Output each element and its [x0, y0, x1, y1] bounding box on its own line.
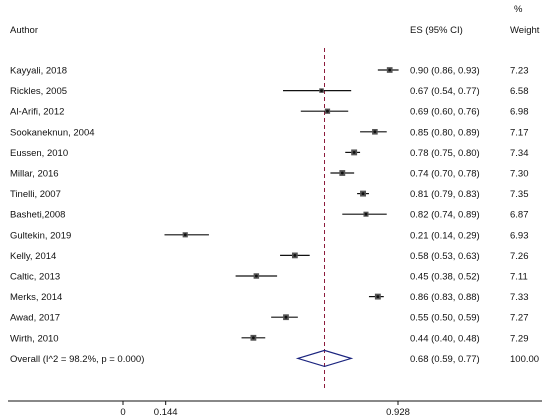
- study-weight: 7.27: [510, 313, 529, 324]
- study-es-ci: 0.55 (0.50, 0.59): [410, 313, 480, 324]
- study-weight: 6.98: [510, 107, 529, 118]
- study-author: Al-Arifi, 2012: [10, 107, 64, 118]
- point-estimate: [388, 68, 392, 72]
- overall-label: Overall (I^2 = 98.2%, p = 0.000): [10, 354, 144, 365]
- study-row: Eussen, 2010 0.78 (0.75, 0.80) 7.34: [10, 148, 529, 159]
- study-author: Sookaneknun, 2004: [10, 127, 95, 138]
- study-es-ci: 0.82 (0.74, 0.89): [410, 210, 480, 221]
- study-row: Tinelli, 2007 0.81 (0.79, 0.83) 7.35: [10, 189, 529, 200]
- point-estimate: [340, 171, 344, 175]
- point-estimate: [251, 336, 255, 340]
- study-weight: 7.11: [510, 272, 528, 283]
- study-author: Merks, 2014: [10, 292, 62, 303]
- point-estimate: [376, 295, 380, 298]
- overall-weight: 100.00: [510, 354, 539, 365]
- study-es-ci: 0.74 (0.70, 0.78): [410, 169, 480, 180]
- study-row: Gultekin, 2019 0.21 (0.14, 0.29) 6.93: [10, 230, 529, 241]
- es-column-header: ES (95% CI): [410, 25, 463, 36]
- study-author: Awad, 2017: [10, 313, 60, 324]
- study-weight: 6.58: [510, 86, 529, 97]
- study-weight: 7.17: [510, 127, 529, 138]
- point-estimate: [293, 254, 297, 257]
- x-tick-label: 0.928: [386, 407, 410, 418]
- study-author: Eussen, 2010: [10, 148, 68, 159]
- study-weight: 6.87: [510, 210, 529, 221]
- study-author: Basheti,2008: [10, 210, 65, 221]
- study-es-ci: 0.45 (0.38, 0.52): [410, 272, 480, 283]
- study-author: Kelly, 2014: [10, 251, 56, 262]
- study-weight: 7.33: [510, 292, 529, 303]
- weight-header-percent: %: [514, 4, 523, 15]
- study-author: Rickles, 2005: [10, 86, 67, 97]
- point-estimate: [364, 212, 368, 216]
- study-row: Awad, 2017 0.55 (0.50, 0.59) 7.27: [10, 313, 529, 324]
- x-axis: 0 0.144 0.928: [8, 400, 542, 418]
- study-author: Millar, 2016: [10, 169, 59, 180]
- study-weight: 7.35: [510, 189, 529, 200]
- point-estimate: [320, 89, 323, 92]
- study-es-ci: 0.58 (0.53, 0.63): [410, 251, 480, 262]
- point-estimate: [373, 130, 377, 134]
- x-tick-label: 0.144: [154, 407, 178, 418]
- study-es-ci: 0.67 (0.54, 0.77): [410, 86, 480, 97]
- study-row: Al-Arifi, 2012 0.69 (0.60, 0.76) 6.98: [10, 107, 529, 118]
- point-estimate: [183, 233, 187, 237]
- study-es-ci: 0.21 (0.14, 0.29): [410, 230, 480, 241]
- weight-column-header: Weight: [510, 25, 540, 36]
- study-es-ci: 0.81 (0.79, 0.83): [410, 189, 480, 200]
- study-row: Merks, 2014 0.86 (0.83, 0.88) 7.33: [10, 292, 529, 303]
- study-weight: 7.30: [510, 169, 529, 180]
- study-weight: 7.23: [510, 66, 529, 77]
- study-rows: Kayyali, 2018 0.90 (0.86, 0.93) 7.23 Rickle…: [10, 48, 539, 388]
- x-tick-label: 0: [120, 407, 125, 418]
- study-es-ci: 0.78 (0.75, 0.80): [410, 148, 480, 159]
- study-es-ci: 0.69 (0.60, 0.76): [410, 107, 480, 118]
- point-estimate: [254, 274, 258, 278]
- study-weight: 7.26: [510, 251, 529, 262]
- point-estimate: [284, 315, 288, 319]
- study-row: Sookaneknun, 2004 0.85 (0.80, 0.89) 7.17: [10, 127, 529, 138]
- point-estimate: [361, 192, 365, 196]
- study-author: Caltic, 2013: [10, 272, 60, 283]
- overall-es-ci: 0.68 (0.59, 0.77): [410, 354, 480, 365]
- study-row: Caltic, 2013 0.45 (0.38, 0.52) 7.11: [10, 272, 528, 283]
- study-author: Wirth, 2010: [10, 333, 59, 344]
- study-weight: 7.29: [510, 333, 529, 344]
- point-estimate: [326, 109, 329, 113]
- study-row: Wirth, 2010 0.44 (0.40, 0.48) 7.29: [10, 333, 529, 344]
- study-author: Tinelli, 2007: [10, 189, 61, 200]
- study-row: Kelly, 2014 0.58 (0.53, 0.63) 7.26: [10, 251, 529, 262]
- study-weight: 7.34: [510, 148, 529, 159]
- point-estimate: [352, 151, 356, 154]
- study-row: Basheti,2008 0.82 (0.74, 0.89) 6.87: [10, 210, 529, 221]
- study-row: Kayyali, 2018 0.90 (0.86, 0.93) 7.23: [10, 66, 529, 77]
- author-column-header: Author: [10, 25, 38, 36]
- overall-row: Overall (I^2 = 98.2%, p = 0.000) 0.68 (0.…: [10, 349, 539, 368]
- study-author: Kayyali, 2018: [10, 66, 67, 77]
- study-es-ci: 0.90 (0.86, 0.93): [410, 66, 480, 77]
- study-author: Gultekin, 2019: [10, 230, 71, 241]
- study-row: Millar, 2016 0.74 (0.70, 0.78) 7.30: [10, 169, 529, 180]
- overall-diamond: [295, 349, 354, 368]
- study-es-ci: 0.85 (0.80, 0.89): [410, 127, 480, 138]
- study-es-ci: 0.86 (0.83, 0.88): [410, 292, 480, 303]
- study-weight: 6.93: [510, 230, 529, 241]
- study-row: Rickles, 2005 0.67 (0.54, 0.77) 6.58: [10, 86, 529, 97]
- study-es-ci: 0.44 (0.40, 0.48): [410, 333, 480, 344]
